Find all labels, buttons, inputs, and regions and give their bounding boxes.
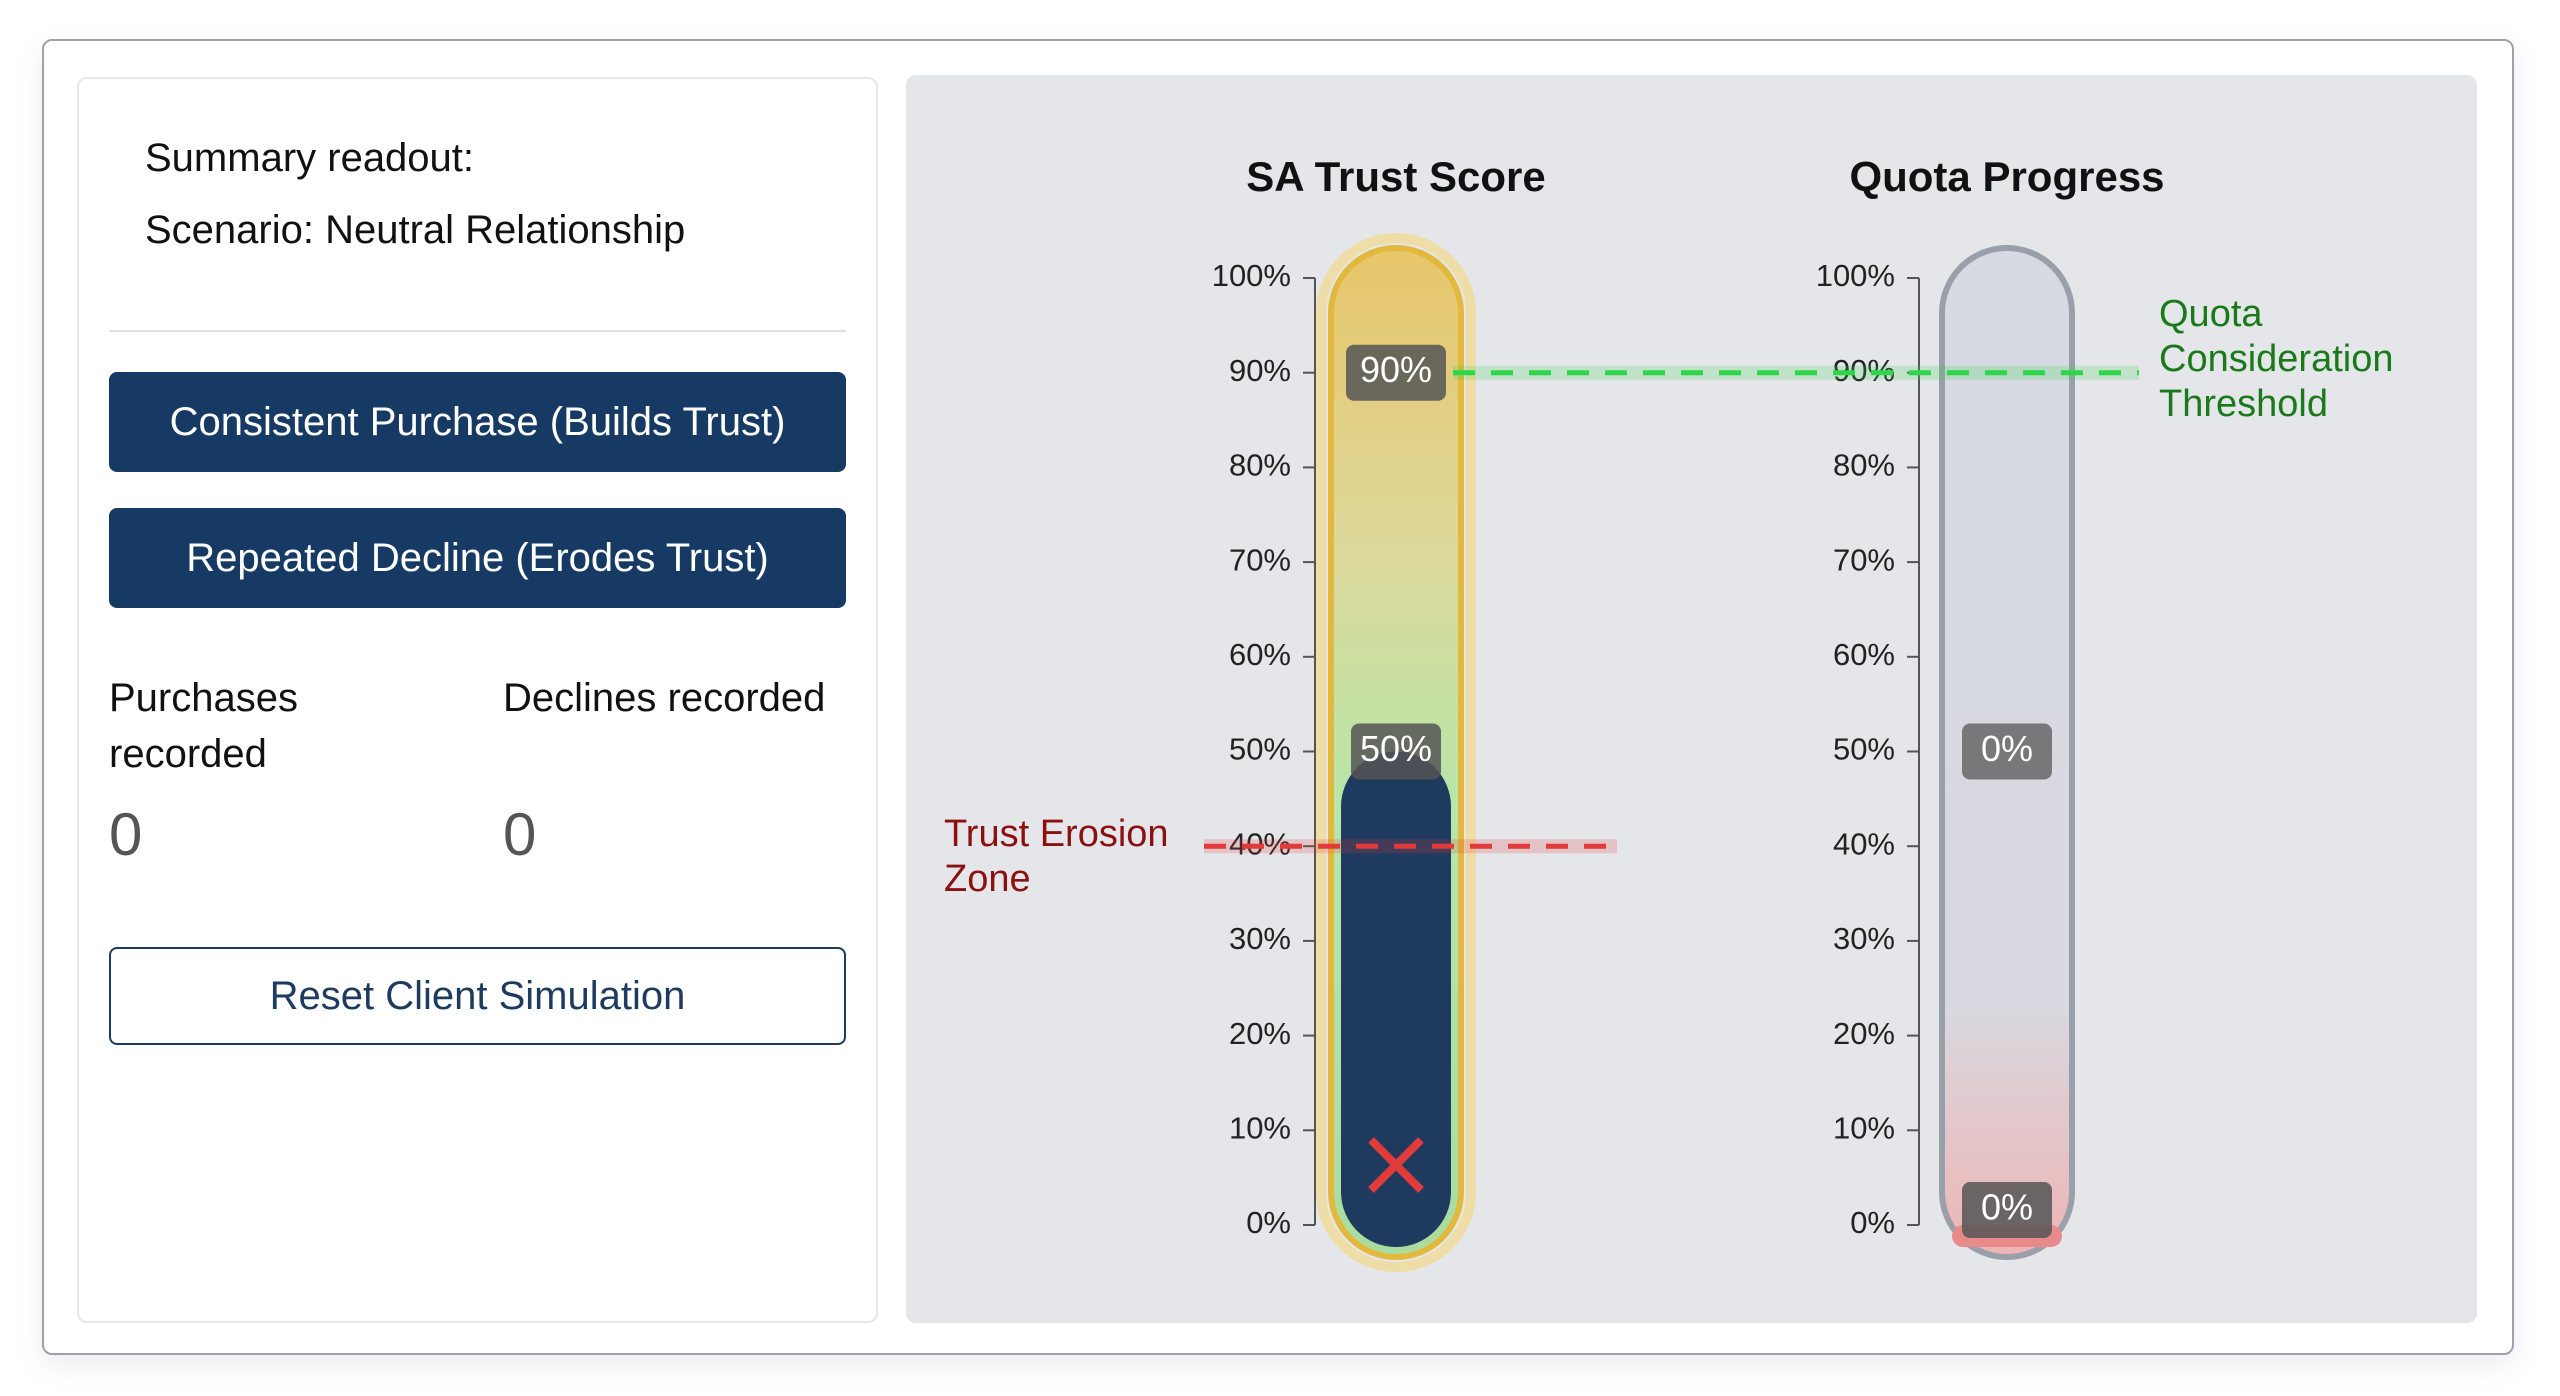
value-label-bg [1351, 723, 1441, 780]
tube-glow [1316, 233, 1476, 1272]
scenario: Scenario: Neutral Relationship [145, 208, 686, 252]
gauge-fill [1341, 751, 1451, 1247]
divider [109, 330, 846, 332]
threshold-value-label: 90% [1360, 349, 1432, 390]
center-label: 0% [1981, 728, 2033, 769]
decline-button[interactable]: Repeated Decline (Erodes Trust) [109, 508, 846, 608]
counter-value: 0 [109, 801, 143, 868]
y-tick-label: 90% [1229, 353, 1291, 388]
y-tick-label: 20% [1833, 1016, 1895, 1051]
value-label: 0% [1981, 1187, 2033, 1228]
y-tick-label: 70% [1229, 542, 1291, 577]
card [42, 39, 2514, 1355]
y-tick-label: 10% [1833, 1110, 1895, 1145]
y-tick-label: 60% [1833, 637, 1895, 672]
center-label-bg [1962, 723, 2052, 780]
value-label-bg [1962, 1182, 2052, 1238]
y-tick-label: 80% [1229, 448, 1291, 483]
y-tick-label: 0% [1246, 1205, 1291, 1240]
y-tick-label: 20% [1229, 1016, 1291, 1051]
summary-label: Summary readout: [145, 136, 475, 180]
gauge-title: SA Trust Score [1246, 153, 1546, 200]
gauge-title: Quota Progress [1849, 153, 2164, 200]
y-tick-label: 50% [1833, 732, 1895, 767]
y-tick-label: 50% [1229, 732, 1291, 767]
y-tick-label: 80% [1833, 448, 1895, 483]
y-tick-label: 70% [1833, 542, 1895, 577]
threshold-value-bg [1346, 344, 1446, 401]
purchase-button[interactable]: Consistent Purchase (Builds Trust) [109, 372, 846, 472]
y-tick-label: 40% [1833, 826, 1895, 861]
value-label: 50% [1360, 728, 1432, 769]
threshold-label: Trust Erosion Zone [944, 813, 1169, 900]
counter-value: 0 [503, 801, 537, 868]
control-panel [77, 77, 878, 1323]
decline-icon [1368, 1137, 1424, 1193]
y-tick-label: 0% [1850, 1205, 1895, 1240]
y-tick-label: 100% [1212, 258, 1291, 293]
y-tick-label: 30% [1833, 921, 1895, 956]
counter-label: Declines recorded [503, 676, 826, 720]
y-tick-label: 100% [1816, 258, 1895, 293]
counter-label: Purchases recorded [109, 676, 298, 776]
y-tick-label: 10% [1229, 1110, 1291, 1145]
y-tick-label: 30% [1229, 921, 1291, 956]
gauge-panel [906, 75, 2477, 1323]
reset-button[interactable]: Reset Client Simulation [109, 947, 846, 1045]
threshold-label: Quota Consideration Threshold [2159, 293, 2394, 425]
y-tick-label: 60% [1229, 637, 1291, 672]
